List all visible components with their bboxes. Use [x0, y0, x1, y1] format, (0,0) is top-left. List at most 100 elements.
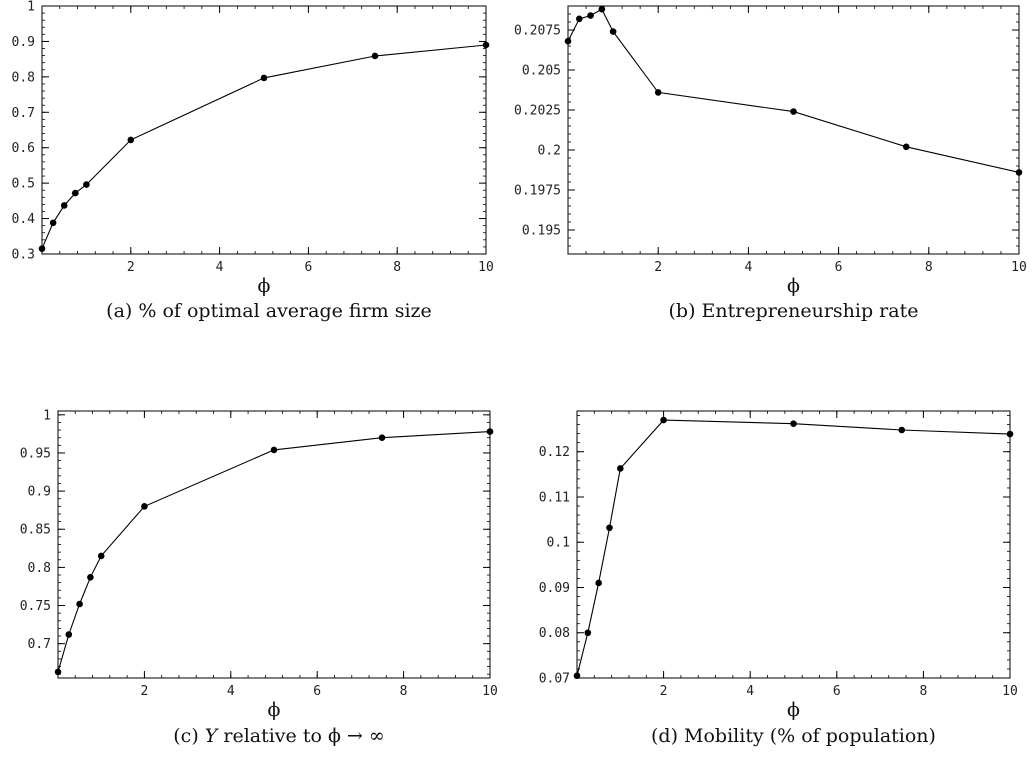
panel-c-caption: (c) Y relative to ϕ → ∞	[173, 725, 384, 747]
panel-d-x-tick-label: 10	[1002, 684, 1018, 699]
panel-c-y-tick-label: 1	[43, 408, 51, 423]
panel-c: 2 4 6 8 10 0.7 0.75 0.8 0.85 0.9 0.95 1 ϕ (c) Y relat…	[20, 408, 498, 747]
panel-d-y-tick-label: 0.12	[539, 445, 570, 460]
panel-c-y-tick-label: 0.8	[28, 561, 51, 576]
panel-c-data-point	[54, 668, 62, 676]
panel-c-data-point	[97, 552, 105, 560]
panel-c-data-point	[378, 434, 386, 442]
panel-a-x-axis-label: ϕ	[258, 275, 271, 297]
panel-b-series-line	[567, 8, 1020, 173]
panel-a-data-point	[38, 245, 46, 252]
panel-c-y-tick-label: 0.9	[28, 485, 51, 500]
panel-c-data-point	[270, 446, 278, 454]
panel-d-series-line	[576, 419, 1011, 676]
panel-b-data-point	[609, 28, 617, 35]
panel-a-caption: (a) % of optimal average firm size	[106, 300, 432, 322]
panel-d-caption: (d) Mobility (% of population)	[651, 725, 936, 747]
panel-d-y-tick-label: 0.07	[539, 672, 570, 687]
panel-b-y-tick-label: 0.1975	[514, 184, 561, 199]
panel-a-y-tick-label: 0.8	[12, 70, 35, 85]
panel-a-y-tick-label: 0.6	[12, 141, 35, 156]
panel-d-y-tick-label: 0.1	[547, 536, 570, 551]
panel-d-x-tick-label: 4	[746, 684, 754, 699]
panel-a-y-tick-label: 0.3	[12, 248, 35, 263]
panel-b-y-tick-label: 0.2075	[514, 24, 561, 39]
panel-b-data-point	[654, 89, 662, 96]
panel-a-plot-frame	[41, 5, 487, 255]
panel-b-y-tick-label: 0.195	[522, 224, 561, 239]
panel-d-x-axis-label: ϕ	[787, 699, 800, 721]
panel-d-plot-frame	[576, 410, 1011, 679]
panel-b-y-tick-label: 0.2025	[514, 104, 561, 119]
panel-c-x-tick-label: 10	[482, 684, 498, 699]
panel-d-data-point	[660, 416, 667, 424]
panel-c-data-point	[87, 574, 94, 581]
panel-d-y-tick-label: 0.08	[539, 626, 570, 641]
panel-c-data-point	[486, 428, 494, 435]
panel-b-x-tick-label: 10	[1011, 260, 1027, 275]
panel-a-data-point	[72, 189, 79, 197]
panel-b-plot-frame	[567, 5, 1020, 255]
panel-d-data-point	[573, 672, 581, 680]
panel-d-data-point	[606, 524, 613, 532]
panel-a-y-tick-label: 0.5	[12, 177, 35, 192]
panel-a-x-tick-label: 8	[393, 260, 401, 275]
panel-a-data-point	[49, 219, 57, 227]
panel-a-data-point	[127, 136, 135, 144]
panel-d-data-point	[1006, 430, 1014, 438]
panel-a: 2 4 6 8 10 0.3 0.4 0.5 0.6 0.7 0.8 0.9 1 ϕ (a) % of op…	[12, 0, 494, 322]
panel-a-data-point	[60, 202, 68, 209]
panel-a-data-point	[83, 181, 90, 188]
panel-b-y-tick-label: 0.2	[538, 144, 561, 159]
panel-d-y-tick-label: 0.09	[539, 581, 570, 596]
panel-a-y-tick-label: 0.4	[12, 212, 36, 227]
panel-c-series-line	[57, 431, 491, 673]
panel-d-data-point	[790, 420, 797, 427]
panel-b-x-tick-label: 6	[835, 260, 843, 275]
panel-b-data-point	[790, 108, 797, 115]
panel-c-x-axis-label: ϕ	[268, 699, 281, 721]
panel-d-y-tick-label: 0.11	[539, 490, 570, 505]
panel-c-data-point	[141, 503, 148, 510]
panel-b-x-tick-label: 8	[925, 260, 933, 275]
panel-d-x-tick-label: 2	[660, 684, 668, 699]
panel-b-data-point	[575, 15, 583, 23]
panel-d-data-point	[584, 629, 592, 637]
panel-d-x-tick-label: 8	[919, 684, 927, 699]
panel-b-x-tick-label: 4	[744, 260, 752, 275]
panel-c-x-tick-label: 6	[313, 684, 321, 699]
panel-a-data-point	[482, 41, 490, 49]
panel-a-data-point	[371, 52, 379, 60]
panel-a-y-tick-label: 0.7	[12, 106, 35, 121]
panel-b-y-tick-label: 0.205	[522, 64, 561, 79]
panel-c-data-point	[76, 600, 83, 608]
panel-b: 2 4 6 8 10 0.195 0.1975 0.2 0.2025 0.205 0.2075 ϕ (b…	[514, 5, 1027, 322]
panel-d-x-tick-label: 6	[833, 684, 841, 699]
panel-a-x-tick-label: 2	[127, 260, 135, 275]
panel-d-data-point	[898, 426, 906, 434]
panel-a-data-point	[260, 74, 268, 82]
panel-a-y-tick-label: 1	[27, 0, 35, 15]
panel-b-caption: (b) Entrepreneurship rate	[669, 300, 919, 322]
panel-a-x-tick-label: 10	[478, 260, 494, 275]
panel-c-x-tick-label: 2	[140, 684, 148, 699]
panel-b-x-tick-label: 2	[654, 260, 662, 275]
panel-b-data-point	[902, 143, 910, 151]
panel-b-data-point	[598, 5, 606, 13]
panel-d-data-point	[595, 579, 602, 587]
panel-c-data-point	[65, 631, 73, 638]
panel-d-data-point	[617, 465, 624, 472]
panel-a-x-tick-label: 4	[216, 260, 224, 275]
panel-a-y-tick-label: 0.9	[12, 35, 35, 50]
panel-a-x-tick-label: 6	[304, 260, 312, 275]
panel-b-data-point	[1015, 169, 1023, 176]
panel-b-data-point	[564, 37, 572, 45]
panel-d: 2 4 6 8 10 0.07 0.08 0.09 0.1 0.11 0.12 ϕ (d) Mobili…	[539, 410, 1018, 747]
panel-b-x-axis-label: ϕ	[787, 275, 800, 297]
panel-c-y-tick-label: 0.7	[28, 637, 51, 652]
panel-c-y-tick-label: 0.85	[20, 523, 51, 538]
panel-c-x-tick-label: 4	[227, 684, 235, 699]
panel-c-x-tick-label: 8	[400, 684, 408, 699]
panel-c-y-tick-label: 0.75	[20, 599, 51, 614]
